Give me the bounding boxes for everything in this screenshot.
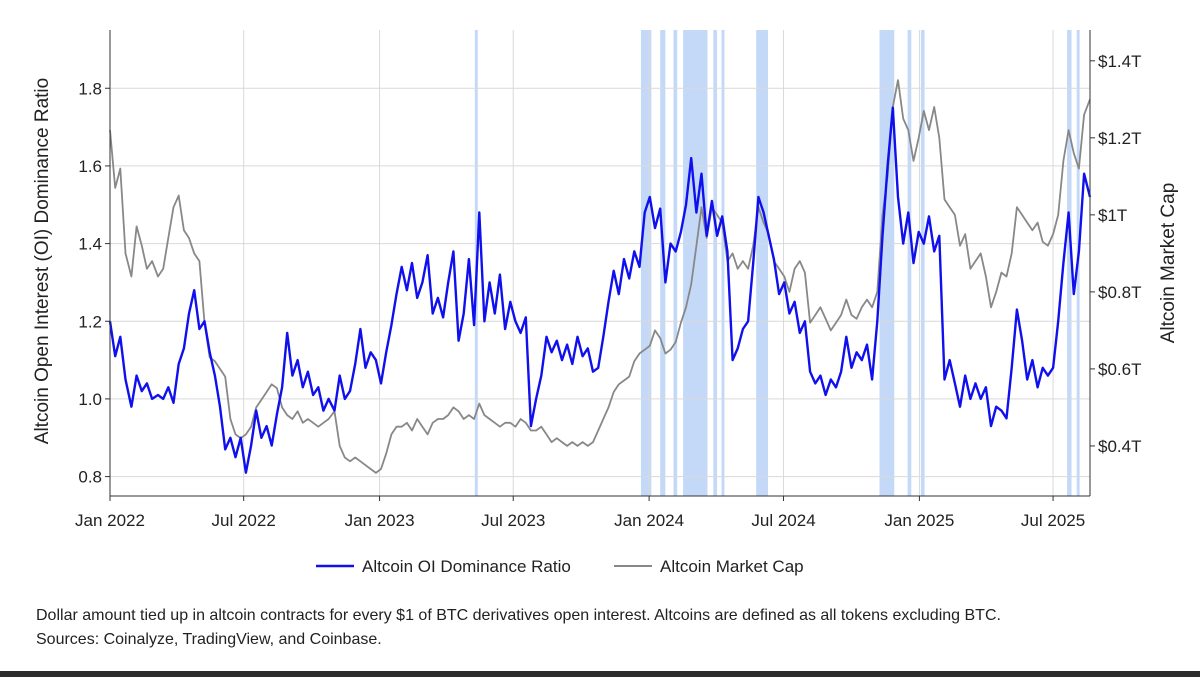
highlight-layer: [474, 30, 1080, 496]
x-tick-label-4: Jan 2024: [614, 511, 684, 530]
right-tick-label-1: $0.6T: [1098, 360, 1141, 379]
left-axis-title: Altcoin Open Interest (OI) Dominance Rat…: [32, 78, 53, 444]
highlight-band-11: [1067, 30, 1072, 496]
x-tick-label-3: Jul 2023: [481, 511, 545, 530]
legend-label-oi-dominance: Altcoin OI Dominance Ratio: [362, 557, 571, 576]
highlight-band-1: [640, 30, 652, 496]
series-line-oi-dominance: [108, 106, 1092, 474]
highlight-band-2: [660, 30, 666, 496]
left-tick-label-5: 1.8: [78, 79, 102, 98]
right-axis-title: Altcoin Market Cap: [1158, 183, 1179, 344]
axes-layer: [109, 30, 1091, 497]
highlight-band-10: [920, 30, 925, 496]
left-tick-label-4: 1.6: [78, 157, 102, 176]
series-layer: [108, 79, 1092, 474]
left-tick-label-2: 1.2: [78, 312, 102, 331]
highlight-band-7: [756, 30, 769, 496]
left-tick-label-1: 1.0: [78, 390, 102, 409]
bottom-border: [0, 671, 1200, 677]
highlight-band-3: [673, 30, 678, 496]
grid-layer: [109, 30, 1090, 496]
legend: Altcoin OI Dominance Ratio Altcoin Marke…: [316, 557, 804, 576]
x-tick-label-5: Jul 2024: [751, 511, 815, 530]
left-tick-label-3: 1.4: [78, 235, 102, 254]
right-tick-label-2: $0.8T: [1098, 283, 1141, 302]
right-tick-label-5: $1.4T: [1098, 52, 1141, 71]
x-tick-label-1: Jul 2022: [212, 511, 276, 530]
x-tick-label-7: Jul 2025: [1021, 511, 1085, 530]
x-tick-label-2: Jan 2023: [345, 511, 415, 530]
ticks-layer: 0.8 1.0 1.2 1.4 1.6 1.8 $0.4T $0.6T $0.8T $1T $1.2…: [75, 52, 1141, 530]
highlight-band-5: [713, 30, 718, 496]
chart-caption: Dollar amount tied up in altcoin contrac…: [36, 607, 1001, 648]
right-tick-label-3: $1T: [1098, 206, 1127, 225]
highlight-band-6: [721, 30, 725, 496]
highlight-band-9: [907, 30, 912, 496]
highlight-band-4: [683, 30, 708, 496]
left-tick-label-0: 0.8: [78, 468, 102, 487]
right-tick-label-0: $0.4T: [1098, 437, 1141, 456]
legend-label-market-cap: Altcoin Market Cap: [660, 557, 804, 576]
series-line-market-cap: [109, 79, 1091, 474]
x-tick-label-0: Jan 2022: [75, 511, 145, 530]
x-tick-label-6: Jan 2025: [884, 511, 954, 530]
right-tick-label-4: $1.2T: [1098, 129, 1141, 148]
